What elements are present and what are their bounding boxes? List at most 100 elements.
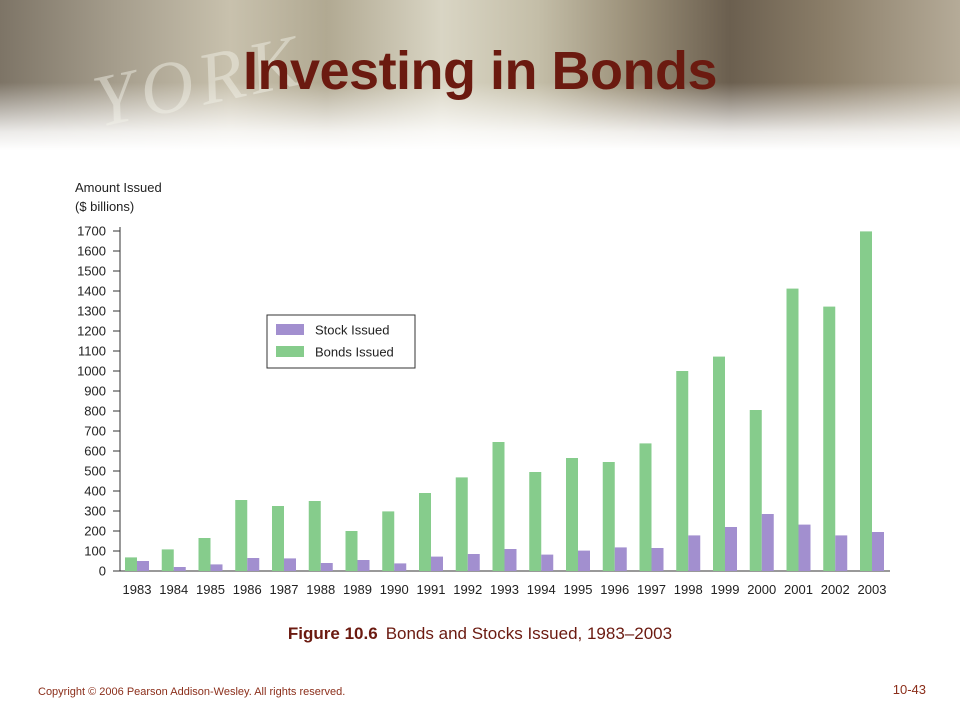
y-tick-label: 1400: [77, 284, 106, 299]
y-tick-label: 1100: [78, 344, 106, 359]
bar-chart: Amount Issued ($ billions) 0 100 200 300 400…: [75, 180, 890, 597]
x-tick-label: 1991: [417, 582, 446, 597]
x-tick-label: 1998: [674, 582, 703, 597]
bar-stock-1987: [284, 558, 296, 571]
y-tick-label: 500: [84, 464, 106, 479]
legend-swatch: [276, 324, 304, 335]
y-tick-label: 300: [84, 504, 106, 519]
bar-stock-1994: [541, 554, 554, 571]
figure-number: Figure 10.6: [287, 624, 378, 643]
bar-stock-1986: [247, 558, 260, 571]
slide-title: Investing in Bonds: [242, 41, 718, 101]
bars: 1983 1984 1985 1986 1987 1988 1989 1990 1991 1992…: [123, 231, 887, 597]
figure-caption-text: Bonds and Stocks Issued, 1983–2003: [385, 624, 673, 643]
bar-bonds-1990: [382, 511, 395, 571]
bar-bonds-1995: [566, 458, 578, 571]
bar-stock-1996: [614, 547, 627, 571]
bar-stock-1990: [394, 563, 407, 571]
y-tick-label: 700: [84, 424, 106, 439]
bar-stock-2003: [872, 532, 884, 571]
bar-bonds-1989: [345, 531, 358, 571]
x-tick-label: 1985: [196, 582, 225, 597]
bar-stock-1985: [210, 564, 223, 571]
y-tick-label: 1200: [77, 324, 106, 339]
bar-stock-1998: [688, 535, 701, 571]
y-tick-label: 400: [84, 484, 106, 499]
bar-stock-2002: [835, 535, 848, 571]
x-tick-label: 1994: [527, 582, 556, 597]
bar-stock-1989: [357, 560, 370, 571]
bar-stock-1997: [651, 548, 664, 571]
x-tick-label: 1999: [711, 582, 740, 597]
legend-label: Stock Issued: [315, 323, 389, 338]
x-tick-label: 1983: [123, 582, 152, 597]
x-tick-label: 2003: [858, 582, 887, 597]
x-tick-label: 1993: [490, 582, 519, 597]
page-number: 10-43: [892, 682, 926, 697]
x-tick-label: 1984: [159, 582, 188, 597]
bar-bonds-2000: [749, 410, 762, 571]
bar-bonds-2001: [786, 288, 799, 571]
x-tick-label: 1986: [233, 582, 262, 597]
bar-stock-1999: [725, 527, 737, 571]
bar-stock-1992: [467, 554, 480, 571]
bar-stock-2001: [798, 524, 811, 571]
x-tick-label: 1996: [600, 582, 629, 597]
bar-stock-1995: [578, 550, 590, 571]
bar-bonds-1999: [713, 356, 725, 571]
bar-bonds-1986: [235, 500, 248, 571]
axes: 0 100 200 300 400 500 600 700 800 900 1000 1100 1200…: [77, 224, 890, 579]
x-tick-label: 1990: [380, 582, 409, 597]
y-tick-label: 900: [84, 384, 106, 399]
bar-stock-1983: [137, 561, 149, 571]
y-tick-label: 600: [84, 444, 106, 459]
y-tick-label: 200: [84, 524, 106, 539]
legend-swatch: [276, 346, 304, 357]
y-tick-label: 1500: [77, 264, 106, 279]
bar-bonds-1994: [529, 472, 542, 571]
bar-bonds-1992: [455, 477, 468, 571]
x-tick-label: 1988: [306, 582, 335, 597]
bar-stock-1984: [173, 567, 186, 571]
bar-bonds-1991: [419, 493, 431, 571]
y-axis-label-line1: Amount Issued: [75, 180, 162, 195]
x-tick-label: 1995: [564, 582, 593, 597]
figure-caption: Figure 10.6 Bonds and Stocks Issued, 1983…: [0, 624, 960, 644]
x-tick-label: 2001: [784, 582, 813, 597]
header-banner-image: YORK: [0, 0, 960, 150]
bar-stock-1988: [320, 563, 333, 571]
y-axis-label: Amount Issued ($ billions): [75, 180, 162, 214]
legend-label: Bonds Issued: [315, 345, 394, 360]
bar-bonds-2003: [860, 231, 872, 571]
bar-bonds-1984: [161, 549, 174, 571]
y-tick-label: 100: [84, 544, 106, 559]
x-tick-label: 1997: [637, 582, 666, 597]
bar-bonds-1997: [639, 443, 652, 571]
bar-bonds-1987: [272, 506, 284, 571]
bar-bonds-1993: [492, 442, 505, 571]
y-tick-label: 0: [99, 564, 106, 579]
legend: Stock Issued Bonds Issued: [266, 314, 416, 369]
legend-box: [266, 314, 416, 369]
bar-stock-2000: [761, 514, 774, 571]
x-tick-label: 2002: [821, 582, 850, 597]
bar-stock-1991: [431, 556, 443, 571]
bar-bonds-1983: [125, 557, 137, 571]
y-tick-label: 800: [84, 404, 106, 419]
bar-bonds-1988: [308, 501, 321, 571]
y-axis-label-line2: ($ billions): [75, 199, 134, 214]
y-tick-label: 1600: [77, 244, 106, 259]
bar-bonds-1998: [676, 371, 689, 571]
y-tick-label: 1300: [77, 304, 106, 319]
copyright-notice: Copyright © 2006 Pearson Addison-Wesley.…: [38, 686, 346, 698]
y-tick-label: 1700: [77, 224, 106, 239]
x-tick-label: 1987: [270, 582, 299, 597]
bar-bonds-1985: [198, 538, 211, 571]
x-tick-label: 1992: [453, 582, 482, 597]
x-tick-label: 2000: [747, 582, 776, 597]
bar-bonds-1996: [602, 462, 615, 571]
bar-stock-1993: [504, 549, 517, 571]
bar-bonds-2002: [823, 306, 836, 571]
x-tick-label: 1989: [343, 582, 372, 597]
y-tick-label: 1000: [77, 364, 106, 379]
